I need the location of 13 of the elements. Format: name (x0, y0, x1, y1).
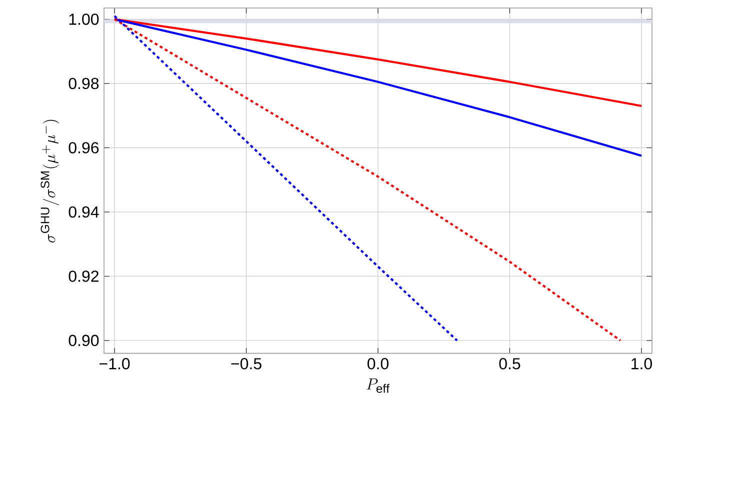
x-tick-label: 1.0 (632, 358, 652, 370)
x-tick-label: −0.5 (231, 358, 262, 370)
x-tick-label: 0.0 (368, 358, 389, 370)
x-axis-title: $P_{\mathrm{eff}}$ (366, 378, 390, 393)
y-tick-label: 0.92 (68, 270, 98, 282)
x-tick-label: −1.0 (100, 358, 130, 370)
x-tick-label: 0.5 (499, 358, 520, 370)
y-tick-label: 1.00 (69, 14, 99, 25)
y-tick-label: 0.98 (68, 78, 99, 90)
y-tick-label: 0.90 (68, 334, 99, 346)
y-tick-label: 0.96 (68, 142, 99, 154)
y-axis-title: $\sigma^{\mathrm{GHU}}/\sigma^{\mathrm{SM}}(\mu^{+}\mu^{-})$ (40, 120, 60, 242)
y-tick-label: 0.94 (68, 206, 99, 218)
